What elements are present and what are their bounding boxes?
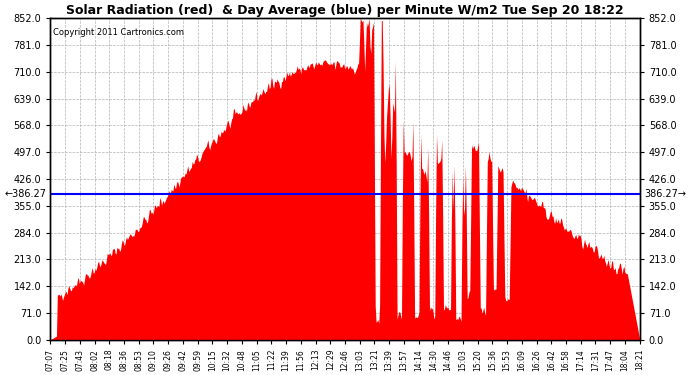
Text: Copyright 2011 Cartronics.com: Copyright 2011 Cartronics.com bbox=[52, 28, 184, 37]
Text: 386.27→: 386.27→ bbox=[644, 189, 686, 199]
Text: ←386.27: ←386.27 bbox=[4, 189, 46, 199]
Title: Solar Radiation (red)  & Day Average (blue) per Minute W/m2 Tue Sep 20 18:22: Solar Radiation (red) & Day Average (blu… bbox=[66, 4, 624, 17]
